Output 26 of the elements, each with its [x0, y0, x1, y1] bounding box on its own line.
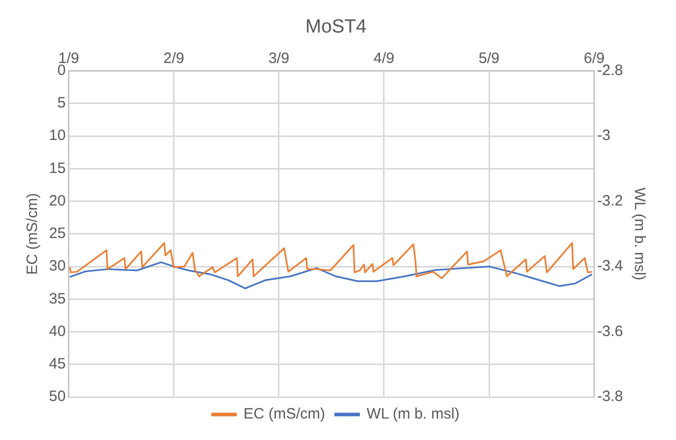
y-tick-label: 15 [48, 160, 66, 177]
x-tick-label: 2/9 [163, 50, 184, 67]
y-tick-label: 20 [48, 192, 66, 210]
y-tick-label: 40 [48, 322, 66, 340]
legend-label: WL (m b. msl) [366, 406, 460, 423]
y2-tick-label: -3.8 [597, 388, 624, 406]
y-axis-title: EC (mS/cm) [24, 193, 42, 275]
y-tick-label: 50 [48, 388, 66, 406]
y-tick-label: 10 [48, 127, 66, 144]
x-tick-label: 5/9 [478, 50, 500, 67]
chart-title: MoST4 [305, 16, 368, 38]
y2-tick-label: -3 [597, 127, 610, 144]
y-tick-label: 35 [48, 290, 66, 308]
y2-tick-label: -3.2 [597, 192, 624, 210]
x-tick-label: 3/9 [268, 50, 290, 67]
y2-tick-label: -3.4 [597, 258, 624, 275]
y-tick-label: 5 [57, 94, 66, 112]
y-tick-label: 0 [57, 62, 66, 79]
y2-tick-label: -2.8 [597, 62, 624, 79]
x-tick-label: 4/9 [374, 50, 394, 67]
y2-tick-label: -3.6 [597, 322, 624, 340]
y-tick-label: 45 [48, 356, 66, 373]
y-tick-label: 25 [48, 225, 66, 242]
y-tick-label: 30 [48, 258, 66, 275]
y2-axis-title: WL (m b. msl) [630, 188, 648, 280]
legend-label: EC (mS/cm) [244, 406, 326, 423]
